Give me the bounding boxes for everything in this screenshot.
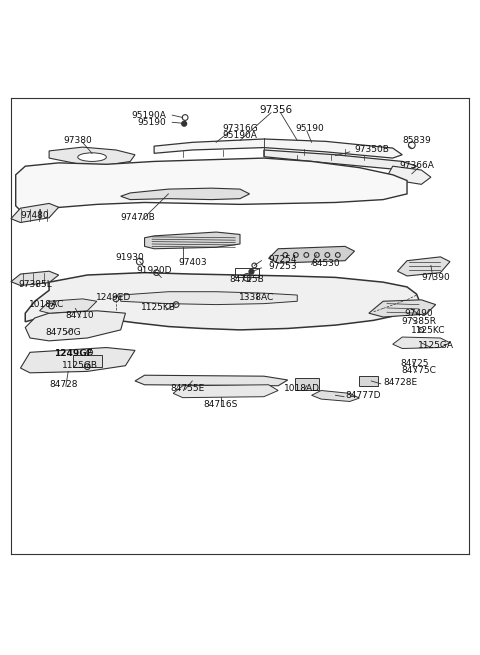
- Text: 97316G: 97316G: [222, 124, 258, 133]
- PathPatch shape: [369, 300, 436, 317]
- Text: 97254: 97254: [269, 255, 297, 264]
- PathPatch shape: [11, 204, 59, 223]
- Text: 84715B: 84715B: [230, 275, 264, 284]
- PathPatch shape: [144, 232, 240, 249]
- Bar: [295, 378, 319, 390]
- Bar: [73, 355, 102, 367]
- Text: 95190A: 95190A: [131, 111, 166, 120]
- PathPatch shape: [25, 272, 421, 330]
- Text: 97403: 97403: [178, 257, 206, 267]
- Text: 91930: 91930: [116, 253, 144, 262]
- PathPatch shape: [120, 188, 250, 200]
- Text: 84750G: 84750G: [46, 328, 81, 337]
- Text: 85839: 85839: [402, 136, 431, 145]
- PathPatch shape: [120, 291, 297, 305]
- Bar: [235, 268, 259, 277]
- Text: 97380: 97380: [63, 136, 92, 145]
- Circle shape: [249, 269, 254, 274]
- Text: 84530: 84530: [312, 259, 340, 268]
- Text: 84728: 84728: [49, 381, 78, 389]
- PathPatch shape: [39, 299, 97, 313]
- PathPatch shape: [312, 390, 360, 402]
- Text: 1125KB: 1125KB: [142, 303, 176, 312]
- Text: 1338AC: 1338AC: [239, 293, 275, 302]
- PathPatch shape: [21, 348, 135, 373]
- Text: 1125GB: 1125GB: [62, 361, 98, 370]
- Text: 84777D: 84777D: [345, 391, 381, 400]
- Text: 1018AC: 1018AC: [29, 300, 64, 309]
- PathPatch shape: [154, 139, 402, 158]
- Text: 97350B: 97350B: [355, 145, 389, 155]
- PathPatch shape: [393, 337, 450, 348]
- PathPatch shape: [397, 257, 450, 276]
- Ellipse shape: [78, 153, 107, 161]
- Text: 97253: 97253: [269, 262, 297, 271]
- Text: 1249GF: 1249GF: [54, 349, 92, 358]
- Text: 97390: 97390: [421, 273, 450, 282]
- Text: 84725: 84725: [400, 360, 429, 368]
- Text: 1249ED: 1249ED: [96, 293, 131, 302]
- Text: 97366A: 97366A: [399, 160, 434, 170]
- Text: 97385R: 97385R: [401, 317, 436, 326]
- Text: 97385L: 97385L: [18, 280, 52, 289]
- PathPatch shape: [16, 158, 407, 210]
- Text: 84775C: 84775C: [402, 366, 436, 375]
- PathPatch shape: [264, 150, 417, 172]
- Text: 1125GA: 1125GA: [418, 341, 454, 350]
- Text: 84728E: 84728E: [383, 378, 417, 387]
- Text: 95190A: 95190A: [223, 131, 257, 140]
- Text: 97470B: 97470B: [120, 214, 155, 222]
- PathPatch shape: [11, 271, 59, 286]
- PathPatch shape: [49, 147, 135, 165]
- Text: 84710: 84710: [66, 310, 95, 320]
- Text: 84755E: 84755E: [170, 384, 204, 392]
- Text: 97490: 97490: [405, 309, 433, 318]
- PathPatch shape: [25, 310, 125, 341]
- Text: 95190: 95190: [295, 124, 324, 133]
- Text: 97480: 97480: [21, 211, 49, 220]
- Text: 1125KC: 1125KC: [411, 326, 446, 335]
- Text: 97356: 97356: [259, 105, 292, 115]
- Text: 84716S: 84716S: [204, 400, 238, 409]
- Text: 91920D: 91920D: [136, 266, 172, 274]
- PathPatch shape: [135, 375, 288, 386]
- PathPatch shape: [269, 246, 355, 263]
- Circle shape: [182, 121, 187, 126]
- Text: 95190: 95190: [137, 118, 166, 127]
- Bar: [360, 376, 378, 386]
- Text: 1018AD: 1018AD: [284, 384, 320, 392]
- PathPatch shape: [388, 166, 431, 184]
- PathPatch shape: [173, 384, 278, 398]
